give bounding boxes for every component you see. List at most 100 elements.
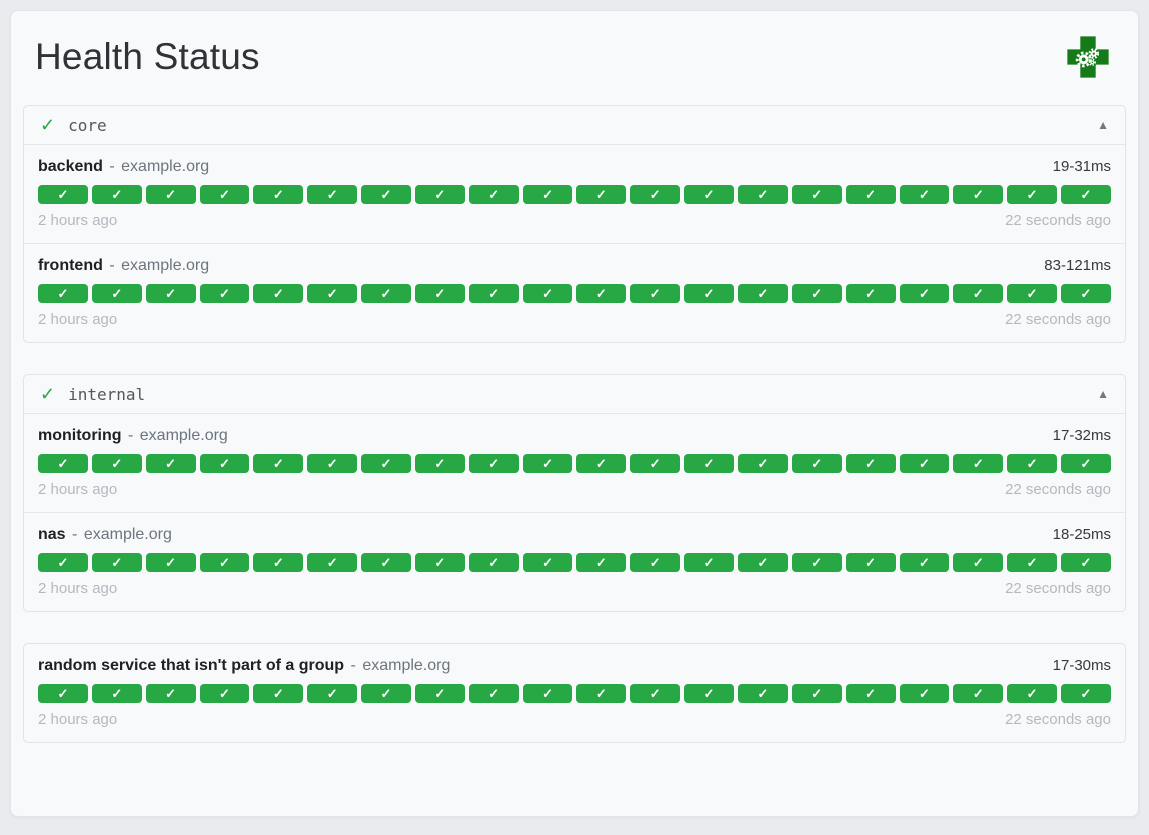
- health-check-success-bar[interactable]: ✓: [253, 185, 304, 204]
- health-check-success-bar[interactable]: ✓: [91, 684, 142, 703]
- health-check-success-bar[interactable]: ✓: [414, 454, 465, 473]
- health-check-success-bar[interactable]: ✓: [361, 185, 411, 204]
- health-check-success-bar[interactable]: ✓: [307, 284, 358, 303]
- health-check-success-bar[interactable]: ✓: [145, 284, 196, 303]
- health-check-success-bar[interactable]: ✓: [468, 684, 519, 703]
- health-check-success-bar[interactable]: ✓: [468, 284, 519, 303]
- health-check-success-bar[interactable]: ✓: [307, 684, 358, 703]
- health-check-success-bar[interactable]: ✓: [791, 684, 842, 703]
- health-check-success-bar[interactable]: ✓: [145, 454, 196, 473]
- health-check-success-bar[interactable]: ✓: [38, 553, 88, 572]
- health-check-success-bar[interactable]: ✓: [737, 185, 788, 204]
- health-check-success-bar[interactable]: ✓: [522, 454, 573, 473]
- health-check-success-bar[interactable]: ✓: [253, 454, 304, 473]
- collapse-toggle-icon[interactable]: ▲: [1097, 387, 1109, 401]
- health-check-success-bar[interactable]: ✓: [414, 553, 465, 572]
- health-check-success-bar[interactable]: ✓: [145, 185, 196, 204]
- group-header[interactable]: ✓ internal ▲: [24, 375, 1125, 414]
- health-check-success-bar[interactable]: ✓: [630, 553, 681, 572]
- health-check-success-bar[interactable]: ✓: [576, 684, 627, 703]
- health-check-success-bar[interactable]: ✓: [199, 185, 250, 204]
- health-check-success-bar[interactable]: ✓: [576, 185, 627, 204]
- health-check-success-bar[interactable]: ✓: [630, 185, 681, 204]
- health-check-success-bar[interactable]: ✓: [414, 284, 465, 303]
- health-check-success-bar[interactable]: ✓: [522, 553, 573, 572]
- health-check-success-bar[interactable]: ✓: [899, 553, 950, 572]
- health-check-success-bar[interactable]: ✓: [1061, 684, 1111, 703]
- health-check-success-bar[interactable]: ✓: [899, 684, 950, 703]
- health-check-success-bar[interactable]: ✓: [38, 284, 88, 303]
- health-check-success-bar[interactable]: ✓: [1007, 185, 1058, 204]
- health-check-success-bar[interactable]: ✓: [576, 454, 627, 473]
- health-check-success-bar[interactable]: ✓: [845, 454, 896, 473]
- health-check-success-bar[interactable]: ✓: [145, 553, 196, 572]
- health-check-success-bar[interactable]: ✓: [361, 454, 411, 473]
- health-check-success-bar[interactable]: ✓: [199, 553, 250, 572]
- health-check-success-bar[interactable]: ✓: [953, 454, 1004, 473]
- health-check-success-bar[interactable]: ✓: [845, 284, 896, 303]
- health-check-success-bar[interactable]: ✓: [91, 185, 142, 204]
- health-check-success-bar[interactable]: ✓: [199, 284, 250, 303]
- health-check-success-bar[interactable]: ✓: [630, 684, 681, 703]
- health-check-success-bar[interactable]: ✓: [361, 284, 411, 303]
- health-check-success-bar[interactable]: ✓: [145, 684, 196, 703]
- health-check-success-bar[interactable]: ✓: [199, 454, 250, 473]
- group-header[interactable]: ✓ core ▲: [24, 106, 1125, 145]
- health-check-success-bar[interactable]: ✓: [845, 684, 896, 703]
- collapse-toggle-icon[interactable]: ▲: [1097, 118, 1109, 132]
- health-check-success-bar[interactable]: ✓: [307, 185, 358, 204]
- health-check-success-bar[interactable]: ✓: [1007, 454, 1058, 473]
- health-check-success-bar[interactable]: ✓: [899, 284, 950, 303]
- health-check-success-bar[interactable]: ✓: [576, 553, 627, 572]
- health-check-success-bar[interactable]: ✓: [684, 185, 734, 204]
- health-check-success-bar[interactable]: ✓: [684, 684, 734, 703]
- health-check-success-bar[interactable]: ✓: [1007, 553, 1058, 572]
- health-check-success-bar[interactable]: ✓: [684, 553, 734, 572]
- health-check-success-bar[interactable]: ✓: [522, 185, 573, 204]
- health-check-success-bar[interactable]: ✓: [361, 684, 411, 703]
- health-check-success-bar[interactable]: ✓: [953, 284, 1004, 303]
- health-check-success-bar[interactable]: ✓: [91, 454, 142, 473]
- health-check-success-bar[interactable]: ✓: [845, 553, 896, 572]
- health-check-success-bar[interactable]: ✓: [1061, 553, 1111, 572]
- health-check-success-bar[interactable]: ✓: [737, 684, 788, 703]
- health-check-success-bar[interactable]: ✓: [199, 684, 250, 703]
- health-check-success-bar[interactable]: ✓: [791, 454, 842, 473]
- health-check-success-bar[interactable]: ✓: [307, 454, 358, 473]
- health-check-success-bar[interactable]: ✓: [899, 454, 950, 473]
- health-check-success-bar[interactable]: ✓: [253, 284, 304, 303]
- health-check-success-bar[interactable]: ✓: [1061, 185, 1111, 204]
- health-check-success-bar[interactable]: ✓: [38, 684, 88, 703]
- health-check-success-bar[interactable]: ✓: [791, 284, 842, 303]
- health-check-success-bar[interactable]: ✓: [576, 284, 627, 303]
- health-check-success-bar[interactable]: ✓: [468, 454, 519, 473]
- health-check-success-bar[interactable]: ✓: [1061, 454, 1111, 473]
- health-check-success-bar[interactable]: ✓: [1007, 684, 1058, 703]
- health-check-success-bar[interactable]: ✓: [737, 284, 788, 303]
- health-check-success-bar[interactable]: ✓: [953, 553, 1004, 572]
- health-check-success-bar[interactable]: ✓: [361, 553, 411, 572]
- health-check-success-bar[interactable]: ✓: [414, 185, 465, 204]
- health-check-success-bar[interactable]: ✓: [253, 684, 304, 703]
- health-check-success-bar[interactable]: ✓: [953, 684, 1004, 703]
- health-check-success-bar[interactable]: ✓: [684, 454, 734, 473]
- health-check-success-bar[interactable]: ✓: [307, 553, 358, 572]
- health-check-success-bar[interactable]: ✓: [1007, 284, 1058, 303]
- health-check-success-bar[interactable]: ✓: [414, 684, 465, 703]
- health-check-success-bar[interactable]: ✓: [953, 185, 1004, 204]
- health-check-success-bar[interactable]: ✓: [38, 454, 88, 473]
- health-check-success-bar[interactable]: ✓: [630, 454, 681, 473]
- health-check-success-bar[interactable]: ✓: [899, 185, 950, 204]
- health-check-success-bar[interactable]: ✓: [684, 284, 734, 303]
- health-check-success-bar[interactable]: ✓: [468, 553, 519, 572]
- health-check-success-bar[interactable]: ✓: [737, 454, 788, 473]
- health-check-success-bar[interactable]: ✓: [38, 185, 88, 204]
- health-check-success-bar[interactable]: ✓: [468, 185, 519, 204]
- health-check-success-bar[interactable]: ✓: [845, 185, 896, 204]
- health-check-success-bar[interactable]: ✓: [522, 684, 573, 703]
- health-check-success-bar[interactable]: ✓: [1061, 284, 1111, 303]
- health-check-success-bar[interactable]: ✓: [91, 284, 142, 303]
- health-check-success-bar[interactable]: ✓: [630, 284, 681, 303]
- health-check-success-bar[interactable]: ✓: [522, 284, 573, 303]
- health-check-success-bar[interactable]: ✓: [737, 553, 788, 572]
